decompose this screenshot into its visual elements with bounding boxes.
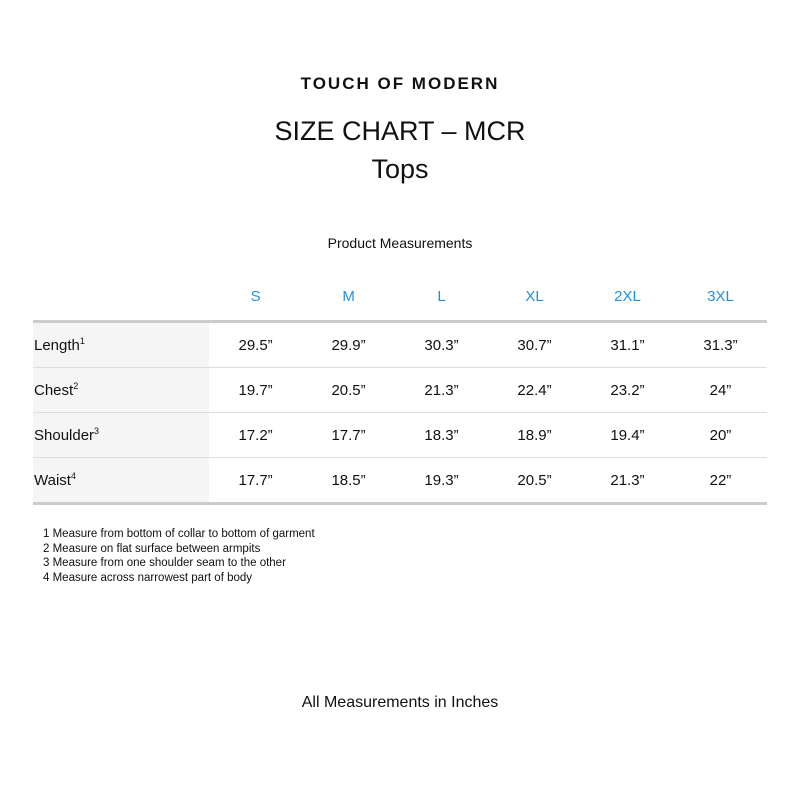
table-row: Waist4 17.7” 18.5” 19.3” 20.5” 21.3” 22” [33,457,767,505]
table-cell: 30.3” [395,320,489,368]
footnote: 2 Measure on flat surface between armpit… [43,542,261,555]
row-label: Length1 [33,320,210,368]
table-cell: 31.3” [673,320,767,368]
row-label-text: Length [34,337,80,354]
table-cell: 29.9” [302,320,396,368]
footnote-marker: 4 [70,471,76,481]
section-heading: Product Measurements [327,235,473,251]
table-cell: 21.3” [580,457,674,505]
footnote-marker: 2 [73,381,79,391]
row-label: Shoulder3 [33,412,210,458]
size-header: XL [525,287,544,305]
table-cell: 21.3” [395,367,489,413]
table-cell: 18.9” [488,412,581,458]
table-cell: 19.4” [580,412,674,458]
footer-note: All Measurements in Inches [301,694,499,711]
table-cell: 30.7” [488,320,581,368]
table-cell: 22” [673,457,767,505]
size-header: L [437,287,446,305]
footnotes: 1 Measure from bottom of collar to botto… [43,527,315,585]
footnote-marker: 1 [79,336,85,346]
size-header: 2XL [614,287,641,305]
header-blank [33,272,209,322]
row-label-text: Waist [34,472,71,489]
table-cell: 23.2” [580,367,674,413]
row-label-text: Chest [34,382,74,399]
page-title: SIZE CHART – MCR [274,116,526,146]
table-row: Length1 29.5” 29.9” 30.3” 30.7” 31.1” 31.3” [33,320,767,368]
row-label: Waist4 [33,457,210,505]
table-cell: 31.1” [580,320,674,368]
footnote: 3 Measure from one shoulder seam to the … [43,557,286,569]
table-cell: 17.2” [209,412,303,458]
footnote: 4 Measure across narrowest part of body [43,571,253,584]
table-cell: 20” [673,412,767,458]
table-cell: 17.7” [209,457,303,505]
footnote: 1 Measure from bottom of collar to botto… [43,528,315,540]
row-label: Chest2 [33,367,210,413]
table-cell: 19.7” [209,367,303,413]
table-cell: 29.5” [209,320,303,368]
table-cell: 18.5” [302,457,396,505]
size-header: 3XL [707,287,734,305]
table-cell: 18.3” [395,412,489,458]
table-cell: 19.3” [395,457,489,505]
size-table: S M L XL 2XL 3XL Length1 29.5” 29.9” 30.3” 30.7” 3… [33,272,767,505]
size-header: M [342,287,355,305]
table-cell: 22.4” [488,367,581,413]
table-cell: 24” [673,367,767,413]
table-row: Shoulder3 17.2” 17.7” 18.3” 18.9” 19.4” 20” [33,412,767,458]
table-row: Chest2 19.7” 20.5” 21.3” 22.4” 23.2” 24” [33,367,767,413]
row-label-text: Shoulder [34,427,95,444]
footnote-marker: 3 [94,426,100,436]
table-cell: 17.7” [302,412,396,458]
table-cell: 20.5” [302,367,396,413]
page-subtitle: Tops [371,154,429,184]
size-header: S [250,287,261,305]
brand-logo: TOUCH OF MODERN [300,74,500,93]
table-cell: 20.5” [488,457,581,505]
